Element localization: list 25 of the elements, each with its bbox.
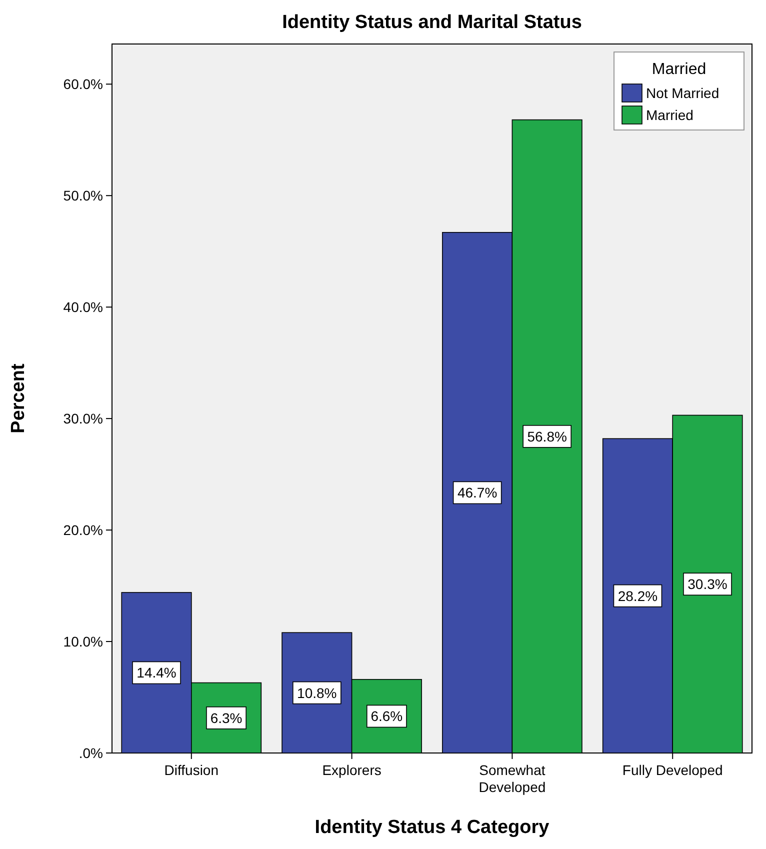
data-label: 46.7% [457,484,498,501]
x-axis-title: Identity Status 4 Category [314,817,550,838]
y-tick-label: 40.0% [63,299,103,316]
data-label: 28.2% [618,588,658,604]
data-label: 30.3% [688,576,728,592]
x-tick-label: Explorers [322,762,382,778]
x-tick-label: Somewhat Developed [478,762,546,795]
y-tick-label: 30.0% [63,410,103,427]
legend-label: Married [646,107,694,123]
data-label: 56.8% [527,428,567,444]
chart-title: Identity Status and Marital Status [282,12,582,33]
x-tick-label: Diffusion [164,762,219,778]
data-label: 6.3% [210,710,242,726]
y-axis-title: Percent [8,362,29,434]
y-tick-label: 60.0% [63,76,103,92]
x-tick-label: Fully Developed [622,762,723,778]
y-tick-label: .0% [78,745,103,761]
data-label: 6.6% [370,708,403,724]
legend-title: Married [652,61,706,78]
y-tick-label: 50.0% [63,188,103,204]
legend-label: Not Married [646,85,720,101]
data-label: 14.4% [136,664,176,681]
y-tick-label: 10.0% [63,634,103,650]
data-label: 10.8% [297,684,337,701]
y-tick-label: 20.0% [63,522,103,538]
